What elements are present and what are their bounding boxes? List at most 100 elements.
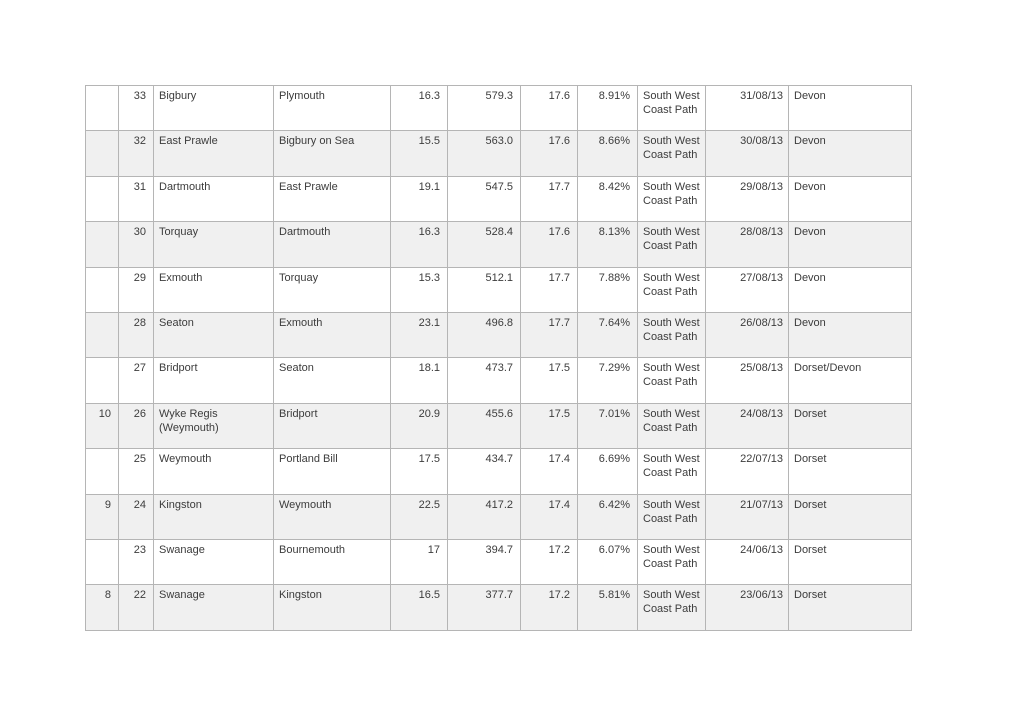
cell-cumulative-distance: 377.7: [447, 584, 521, 631]
table-row: 8 22 Swanage Kingston 16.5 377.7 17.2 5.81% Sout…: [85, 584, 912, 631]
cell-percent-complete: 6.69%: [577, 448, 638, 495]
cell-distance: 17.5: [390, 448, 448, 495]
cell-trail-name: South West Coast Path: [637, 175, 706, 223]
cell-distance: 16.5: [390, 584, 448, 631]
cell-distance: 23.1: [390, 311, 448, 359]
table-row: 29 Exmouth Torquay 15.3 512.1 17.7 7.88% South …: [85, 266, 912, 313]
cell-distance: 16.3: [390, 84, 448, 132]
cell-destination: East Prawle: [153, 130, 274, 177]
cell-average-distance: 17.7: [520, 175, 578, 223]
cell-average-distance: 17.7: [520, 311, 578, 359]
cell-destination: Exmouth: [153, 266, 274, 313]
cell-destination: Kingston: [153, 493, 274, 540]
cell-average-distance: 17.4: [520, 448, 578, 495]
cell-destination: Wyke Regis (Weymouth): [153, 402, 274, 450]
cell-cumulative-distance: 528.4: [447, 221, 521, 268]
cell-distance: 22.5: [390, 493, 448, 540]
coast-path-log-table: 33 Bigbury Plymouth 16.3 579.3 17.6 8.91% South…: [85, 84, 912, 631]
cell-percent-complete: 7.64%: [577, 311, 638, 359]
cell-average-distance: 17.7: [520, 266, 578, 313]
cell-start-point: Seaton: [273, 357, 391, 404]
cell-date: 23/06/13: [705, 584, 789, 631]
cell-average-distance: 17.6: [520, 221, 578, 268]
cell-stage-number: 33: [118, 84, 154, 132]
cell-destination: Swanage: [153, 538, 274, 586]
cell-percent-complete: 8.66%: [577, 130, 638, 177]
cell-trail-name: South West Coast Path: [637, 130, 706, 177]
cell-cumulative-distance: 394.7: [447, 538, 521, 586]
cell-destination: Torquay: [153, 221, 274, 268]
cell-week-marker: [85, 266, 119, 313]
cell-date: 29/08/13: [705, 175, 789, 223]
cell-start-point: Dartmouth: [273, 221, 391, 268]
cell-distance: 20.9: [390, 402, 448, 450]
cell-cumulative-distance: 434.7: [447, 448, 521, 495]
cell-stage-number: 23: [118, 538, 154, 586]
cell-cumulative-distance: 512.1: [447, 266, 521, 313]
cell-date: 24/06/13: [705, 538, 789, 586]
cell-average-distance: 17.6: [520, 84, 578, 132]
table-row: 25 Weymouth Portland Bill 17.5 434.7 17.4 6.69…: [85, 448, 912, 495]
cell-stage-number: 24: [118, 493, 154, 540]
table-row: 30 Torquay Dartmouth 16.3 528.4 17.6 8.13% Sout…: [85, 221, 912, 268]
cell-stage-number: 30: [118, 221, 154, 268]
cell-stage-number: 27: [118, 357, 154, 404]
cell-destination: Seaton: [153, 311, 274, 359]
cell-trail-name: South West Coast Path: [637, 493, 706, 540]
table-row: 27 Bridport Seaton 18.1 473.7 17.5 7.29% South …: [85, 357, 912, 404]
cell-date: 24/08/13: [705, 402, 789, 450]
cell-county: Devon: [788, 266, 912, 313]
cell-destination: Weymouth: [153, 448, 274, 495]
cell-county: Devon: [788, 175, 912, 223]
table-row: 33 Bigbury Plymouth 16.3 579.3 17.6 8.91% South…: [85, 84, 912, 132]
cell-county: Devon: [788, 221, 912, 268]
cell-start-point: Torquay: [273, 266, 391, 313]
cell-county: Dorset: [788, 402, 912, 450]
cell-destination: Swanage: [153, 584, 274, 631]
cell-stage-number: 28: [118, 311, 154, 359]
cell-cumulative-distance: 579.3: [447, 84, 521, 132]
cell-stage-number: 29: [118, 266, 154, 313]
cell-distance: 15.5: [390, 130, 448, 177]
cell-stage-number: 25: [118, 448, 154, 495]
cell-percent-complete: 8.91%: [577, 84, 638, 132]
cell-date: 31/08/13: [705, 84, 789, 132]
cell-cumulative-distance: 496.8: [447, 311, 521, 359]
cell-week-marker: 9: [85, 493, 119, 540]
cell-week-marker: [85, 357, 119, 404]
coast-path-log-body: 33 Bigbury Plymouth 16.3 579.3 17.6 8.91% South…: [85, 84, 912, 631]
cell-cumulative-distance: 547.5: [447, 175, 521, 223]
cell-average-distance: 17.2: [520, 538, 578, 586]
cell-start-point: Portland Bill: [273, 448, 391, 495]
cell-week-marker: 8: [85, 584, 119, 631]
cell-average-distance: 17.2: [520, 584, 578, 631]
cell-start-point: Plymouth: [273, 84, 391, 132]
cell-trail-name: South West Coast Path: [637, 402, 706, 450]
table-row: 10 26 Wyke Regis (Weymouth) Bridport 20.9 455…: [85, 402, 912, 450]
cell-percent-complete: 7.01%: [577, 402, 638, 450]
cell-county: Devon: [788, 311, 912, 359]
cell-week-marker: [85, 448, 119, 495]
cell-county: Devon: [788, 130, 912, 177]
cell-stage-number: 22: [118, 584, 154, 631]
cell-start-point: Bridport: [273, 402, 391, 450]
cell-trail-name: South West Coast Path: [637, 311, 706, 359]
cell-destination: Bridport: [153, 357, 274, 404]
cell-county: Dorset: [788, 584, 912, 631]
cell-cumulative-distance: 563.0: [447, 130, 521, 177]
cell-date: 22/07/13: [705, 448, 789, 495]
cell-average-distance: 17.5: [520, 402, 578, 450]
cell-date: 25/08/13: [705, 357, 789, 404]
cell-trail-name: South West Coast Path: [637, 357, 706, 404]
cell-average-distance: 17.6: [520, 130, 578, 177]
table-row: 23 Swanage Bournemouth 17 394.7 17.2 6.07% Sout…: [85, 538, 912, 586]
cell-start-point: Bournemouth: [273, 538, 391, 586]
cell-percent-complete: 7.29%: [577, 357, 638, 404]
table-row: 28 Seaton Exmouth 23.1 496.8 17.7 7.64% South W…: [85, 311, 912, 359]
cell-county: Dorset/Devon: [788, 357, 912, 404]
cell-county: Devon: [788, 84, 912, 132]
cell-percent-complete: 6.42%: [577, 493, 638, 540]
cell-cumulative-distance: 455.6: [447, 402, 521, 450]
cell-trail-name: South West Coast Path: [637, 84, 706, 132]
